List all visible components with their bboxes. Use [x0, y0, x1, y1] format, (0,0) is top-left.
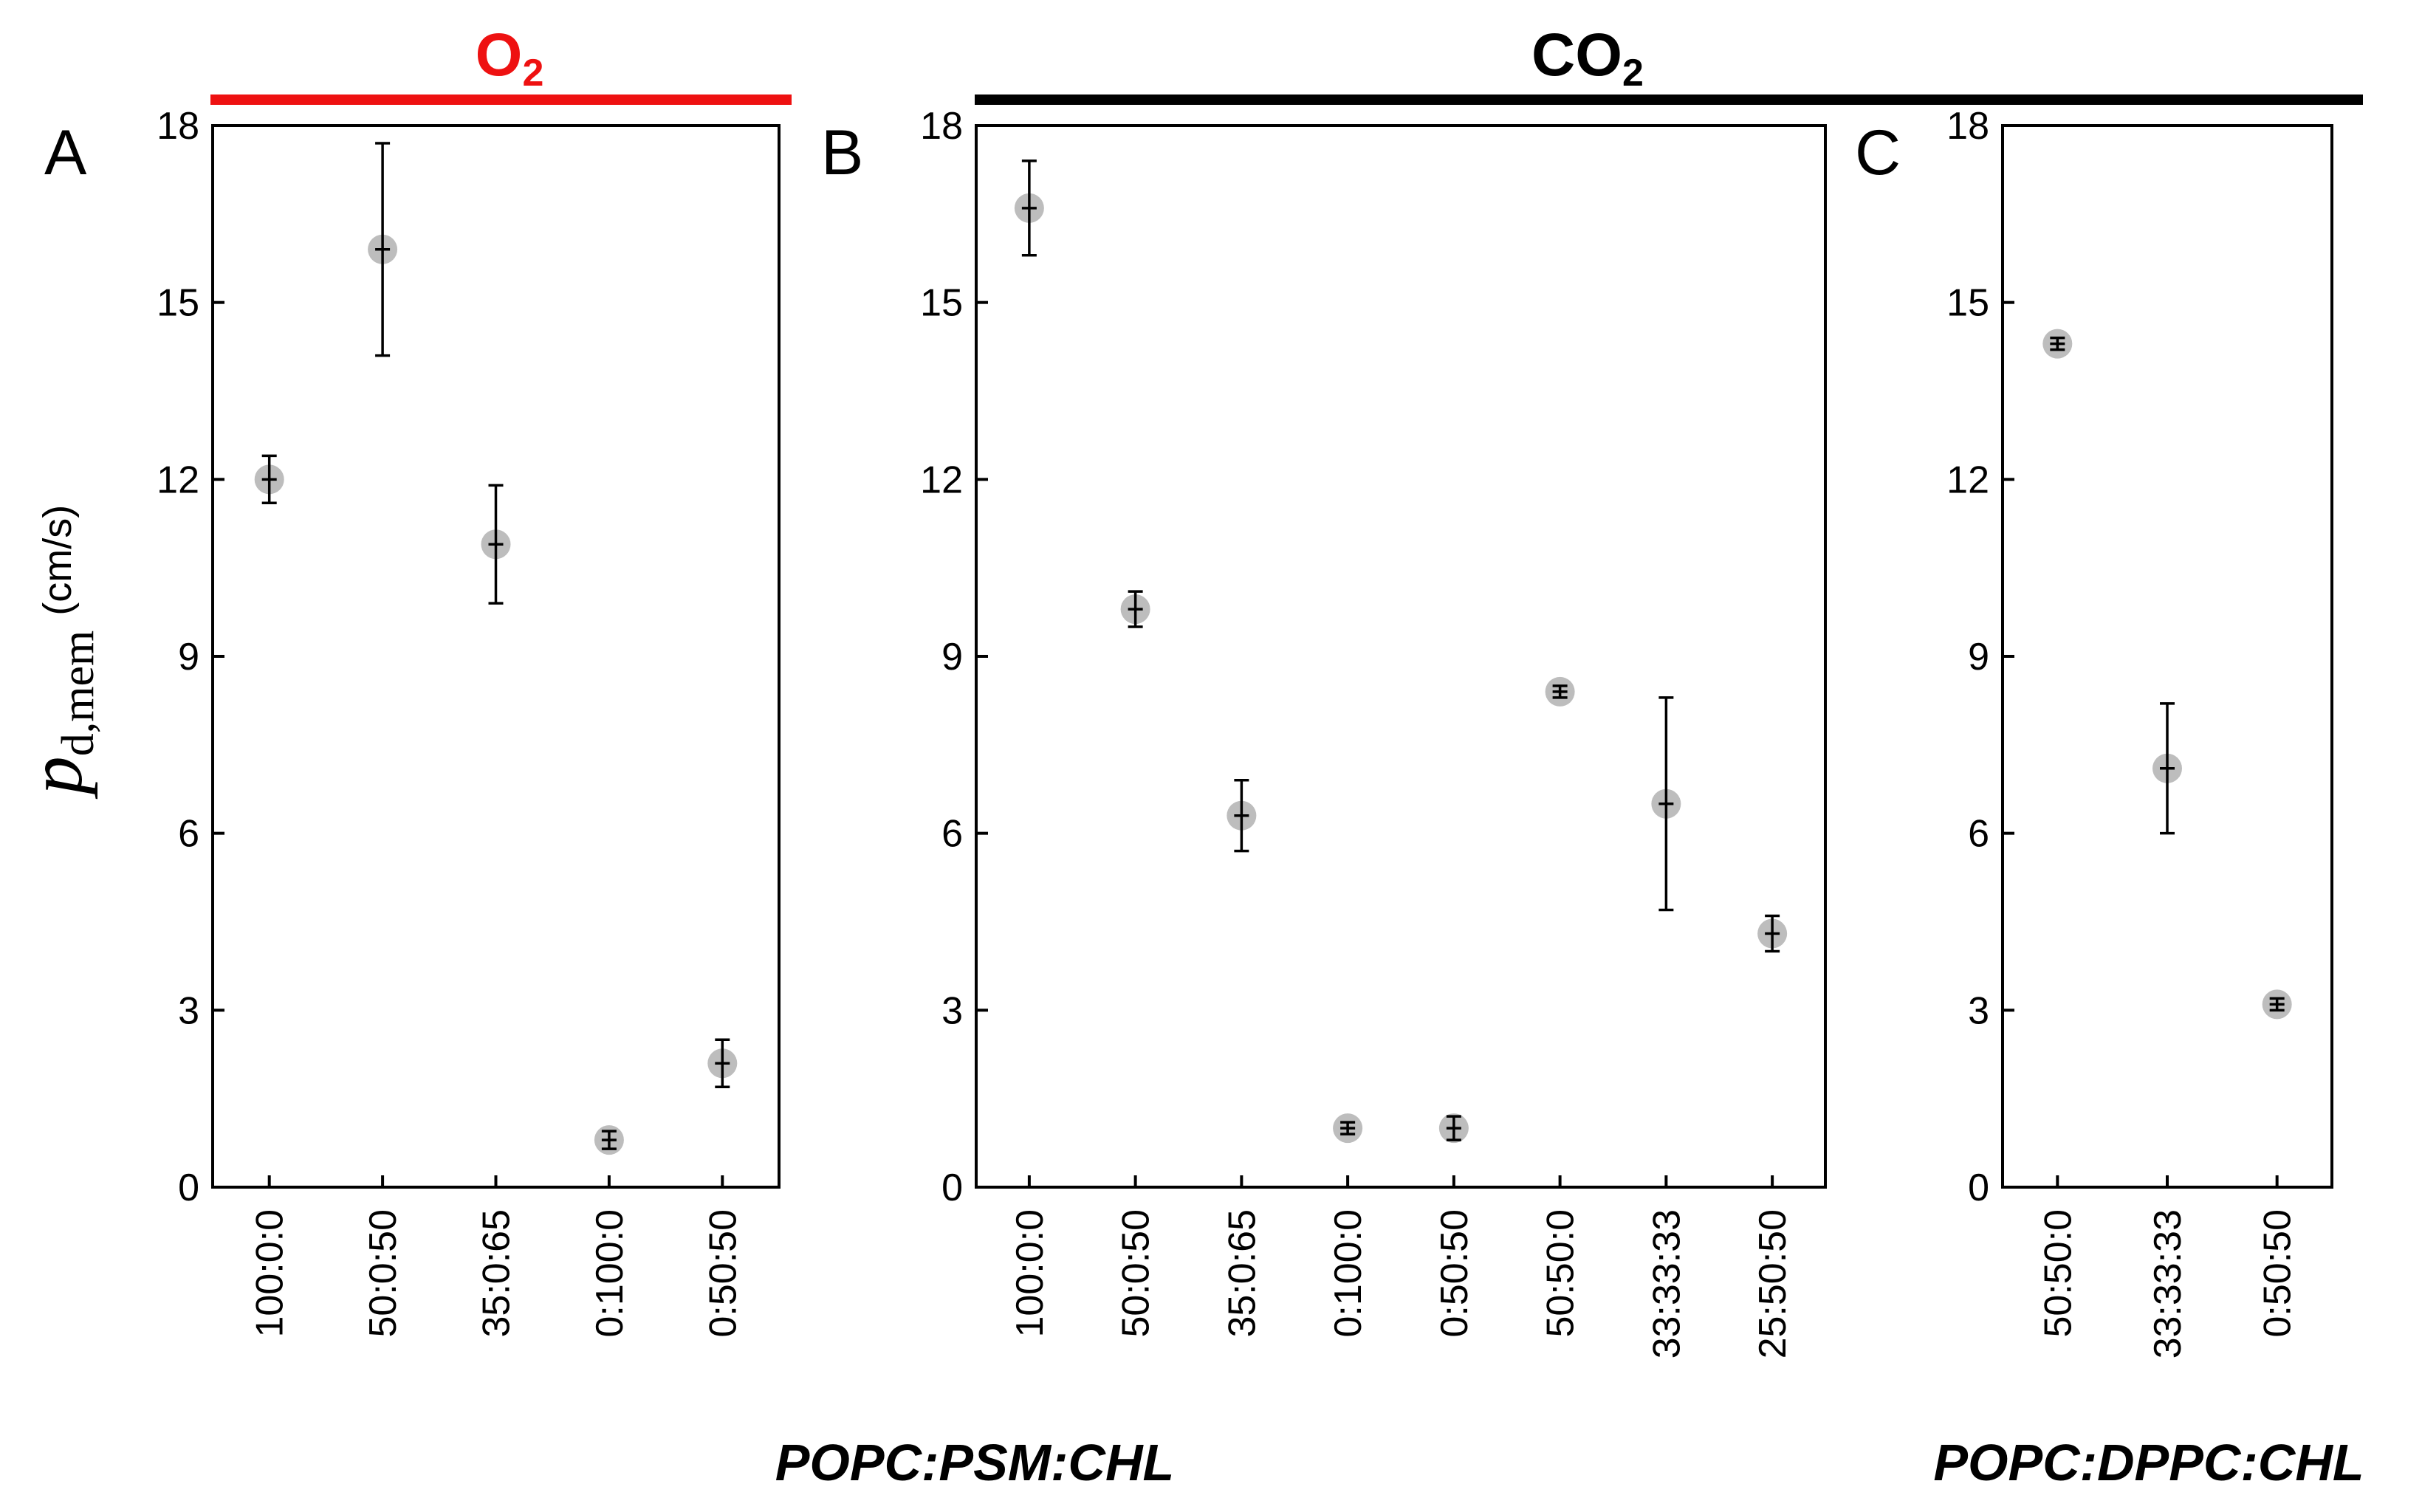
- y-tick-label-a-4: 12: [157, 458, 199, 501]
- y-tick-label-a-5: 15: [157, 282, 199, 325]
- x-tick-label-a-1: 50:0:50: [362, 1209, 405, 1338]
- panel-letter-a: A: [44, 117, 87, 188]
- x-tick-label-c-1: 33:33:33: [2147, 1209, 2189, 1358]
- y-tick-label-b-5: 15: [920, 282, 963, 325]
- plot-frame-b: [975, 124, 1827, 1189]
- y-tick-label-c-4: 12: [1946, 458, 1989, 501]
- y-tick-label-b-2: 6: [941, 813, 963, 856]
- panel-letter-c: C: [1855, 117, 1901, 188]
- svg-text:O2: O2: [476, 21, 544, 94]
- x-tick-label-b-1: 50:0:50: [1115, 1209, 1158, 1338]
- y-tick-label-b-1: 3: [941, 989, 963, 1032]
- panel-b: B 0 3 6 9 12 15 18 100:0:0 50:0:50 35:0:65 0:100:0…: [821, 105, 1827, 1358]
- x-tick-label-b-2: 35:0:65: [1221, 1209, 1263, 1338]
- x-tick-label-a-0: 100:0:0: [249, 1209, 292, 1338]
- x-tick-label-a-3: 0:100:0: [589, 1209, 631, 1338]
- panel-letter-b: B: [821, 117, 863, 188]
- y-tick-label-c-1: 3: [1968, 989, 1989, 1032]
- x-tick-label-b-5: 50:50:0: [1540, 1209, 1582, 1338]
- x-tick-label-b-6: 33:33:33: [1645, 1209, 1688, 1358]
- header-co2-sub: 2: [1622, 52, 1644, 94]
- y-tick-label-a-2: 6: [178, 813, 199, 856]
- y-tick-label-b-0: 0: [941, 1166, 963, 1209]
- y-tick-label-a-6: 18: [157, 105, 199, 148]
- x-tick-label-c-0: 50:50:0: [2037, 1209, 2079, 1338]
- y-axis-label: pd,mem (cm/s): [13, 505, 103, 800]
- header-co2: CO2: [975, 21, 2363, 105]
- x-tick-label-b-7: 25:50:50: [1752, 1209, 1794, 1358]
- y-tick-label-b-3: 9: [941, 636, 963, 678]
- y-tick-label-c-5: 15: [1946, 282, 1989, 325]
- header-o2-bar: [210, 94, 792, 105]
- group-label-psm: POPC:PSM:CHL: [775, 1434, 1175, 1491]
- x-tick-label-b-0: 100:0:0: [1009, 1209, 1052, 1338]
- header-o2-main: O: [476, 21, 523, 89]
- y-axis-label-sub: d,mem: [53, 630, 103, 756]
- y-tick-label-c-3: 9: [1968, 636, 1989, 678]
- y-tick-label-b-6: 18: [920, 105, 963, 148]
- x-tick-label-c-2: 0:50:50: [2257, 1209, 2299, 1338]
- panel-a: A 0 3 6 9 12 15 18 100:0:0 50:0:50 35:0:65 0:100:0…: [44, 105, 781, 1338]
- y-axis-label-unit: (cm/s): [35, 505, 80, 616]
- header-o2: O2: [210, 21, 792, 105]
- group-label-dppc: POPC:DPPC:CHL: [1933, 1434, 2364, 1491]
- y-tick-label-a-0: 0: [178, 1166, 199, 1209]
- plot-frame-c: [2001, 124, 2333, 1189]
- x-tick-label-b-4: 0:50:50: [1433, 1209, 1476, 1338]
- y-tick-label-c-2: 6: [1968, 813, 1989, 856]
- x-tick-label-a-2: 35:0:65: [476, 1209, 518, 1338]
- plot-frame-a: [211, 124, 781, 1189]
- header-o2-sub: 2: [522, 52, 543, 94]
- panel-c: C 0 3 6 9 12 15 18 50:50:0 33:33:33 0:50:50: [1855, 105, 2333, 1358]
- x-tick-label-b-3: 0:100:0: [1327, 1209, 1370, 1338]
- y-tick-label-b-4: 12: [920, 458, 963, 501]
- svg-text:CO2: CO2: [1531, 21, 1644, 94]
- header-co2-bar: [975, 94, 2363, 105]
- y-axis-label-main: p: [13, 756, 98, 800]
- y-tick-label-c-6: 18: [1946, 105, 1989, 148]
- y-tick-label-a-1: 3: [178, 989, 199, 1032]
- header-co2-main: CO: [1531, 21, 1622, 89]
- y-tick-label-a-3: 9: [178, 636, 199, 678]
- y-tick-label-c-0: 0: [1968, 1166, 1989, 1209]
- x-tick-label-a-4: 0:50:50: [701, 1209, 744, 1338]
